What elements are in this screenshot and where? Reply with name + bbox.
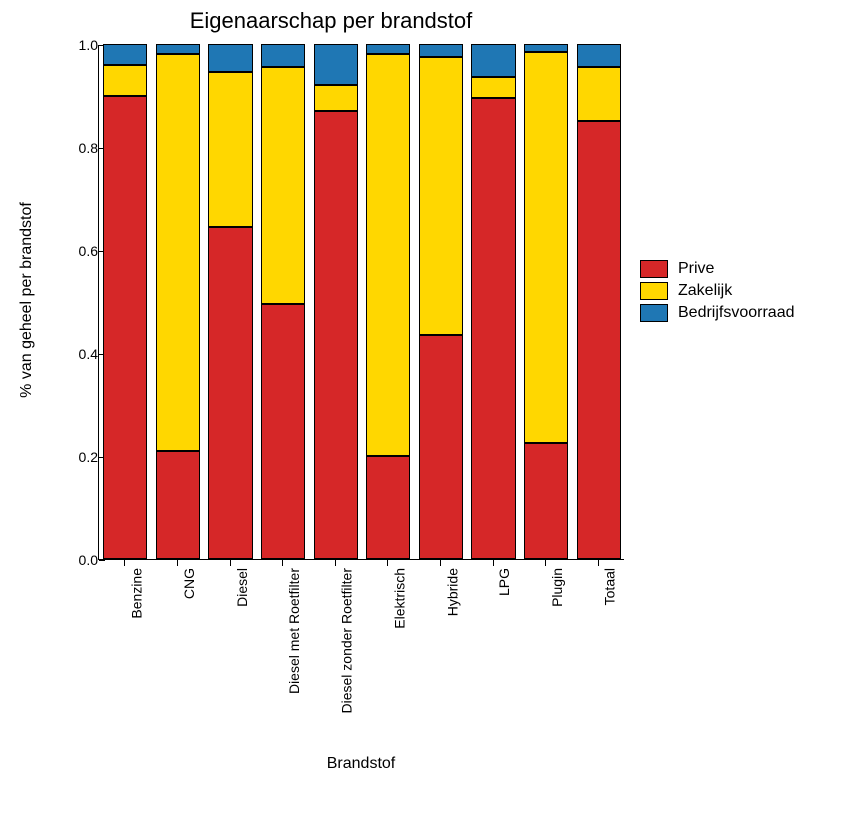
bar-segment bbox=[261, 67, 305, 304]
bar-segment bbox=[208, 72, 252, 227]
legend-label: Bedrijfsvoorraad bbox=[678, 304, 795, 322]
bar-segment bbox=[103, 65, 147, 96]
bar-segment bbox=[314, 44, 358, 85]
legend-swatch bbox=[640, 304, 668, 322]
bar-segment bbox=[471, 44, 515, 77]
y-axis-label: % van geheel per brandstof bbox=[18, 202, 36, 398]
bar-segment bbox=[419, 335, 463, 559]
bar-segment bbox=[419, 57, 463, 335]
bar-group bbox=[156, 44, 200, 559]
x-tick-mark bbox=[177, 560, 178, 566]
y-axis: 0.00.20.40.60.81.0 bbox=[60, 45, 98, 560]
x-tick-mark bbox=[545, 560, 546, 566]
legend-item: Bedrijfsvoorraad bbox=[640, 304, 795, 322]
x-tick-mark bbox=[230, 560, 231, 566]
bar-group bbox=[103, 44, 147, 559]
legend-swatch bbox=[640, 260, 668, 278]
x-tick-mark bbox=[335, 560, 336, 566]
bar-group bbox=[419, 44, 463, 559]
x-tick-label: Benzine bbox=[128, 568, 144, 619]
y-tick-label: 0.6 bbox=[60, 243, 98, 259]
bar-segment bbox=[577, 121, 621, 559]
bar-group bbox=[314, 44, 358, 559]
plot-area bbox=[98, 45, 624, 560]
bar-segment bbox=[103, 44, 147, 65]
bar-segment bbox=[156, 44, 200, 54]
x-tick-label: Diesel zonder Roetfilter bbox=[339, 568, 355, 714]
bar-segment bbox=[208, 44, 252, 72]
bar-segment bbox=[419, 44, 463, 57]
x-tick-mark bbox=[387, 560, 388, 566]
bar-segment bbox=[471, 77, 515, 98]
legend-item: Zakelijk bbox=[640, 282, 795, 300]
y-tick-label: 0.4 bbox=[60, 346, 98, 362]
legend: Prive Zakelijk Bedrijfsvoorraad bbox=[640, 260, 795, 326]
legend-item: Prive bbox=[640, 260, 795, 278]
bar-segment bbox=[577, 67, 621, 121]
bar-group bbox=[261, 44, 305, 559]
bar-segment bbox=[156, 451, 200, 559]
chart-title: Eigenaarschap per brandstof bbox=[0, 8, 757, 34]
x-tick-label: Elektrisch bbox=[391, 568, 407, 629]
bar-segment bbox=[524, 443, 568, 559]
bar-group bbox=[471, 44, 515, 559]
bar-segment bbox=[366, 456, 410, 559]
x-tick-mark bbox=[493, 560, 494, 566]
x-tick-label: Plugin bbox=[549, 568, 565, 607]
bar-group bbox=[208, 44, 252, 559]
x-tick-label: Totaal bbox=[602, 568, 618, 605]
x-axis-label: Brandstof bbox=[98, 755, 624, 773]
bar-group bbox=[366, 44, 410, 559]
bar-segment bbox=[103, 96, 147, 560]
x-tick-label: Diesel met Roetfilter bbox=[286, 568, 302, 694]
x-tick-label: LPG bbox=[497, 568, 513, 596]
y-tick-mark bbox=[99, 560, 105, 561]
x-tick-mark bbox=[124, 560, 125, 566]
x-tick-label: CNG bbox=[181, 568, 197, 599]
x-tick-mark bbox=[282, 560, 283, 566]
legend-label: Zakelijk bbox=[678, 282, 732, 300]
bar-segment bbox=[156, 54, 200, 451]
bar-segment bbox=[524, 44, 568, 52]
y-tick-label: 1.0 bbox=[60, 37, 98, 53]
chart-container: Eigenaarschap per brandstof % van geheel… bbox=[0, 0, 852, 820]
bar-segment bbox=[314, 111, 358, 559]
bar-group bbox=[577, 44, 621, 559]
bar-group bbox=[524, 44, 568, 559]
bar-segment bbox=[471, 98, 515, 559]
bar-segment bbox=[524, 52, 568, 443]
legend-swatch bbox=[640, 282, 668, 300]
x-tick-mark bbox=[598, 560, 599, 566]
y-tick-label: 0.8 bbox=[60, 140, 98, 156]
bar-segment bbox=[208, 227, 252, 559]
y-tick-label: 0.0 bbox=[60, 552, 98, 568]
bar-segment bbox=[314, 85, 358, 111]
x-tick-label: Diesel bbox=[234, 568, 250, 607]
legend-label: Prive bbox=[678, 260, 714, 278]
x-tick-label: Hybride bbox=[444, 568, 460, 616]
bar-segment bbox=[577, 44, 621, 67]
y-tick-label: 0.2 bbox=[60, 449, 98, 465]
bar-segment bbox=[261, 304, 305, 559]
bar-segment bbox=[366, 44, 410, 54]
x-tick-mark bbox=[440, 560, 441, 566]
bar-segment bbox=[261, 44, 305, 67]
bar-segment bbox=[366, 54, 410, 456]
